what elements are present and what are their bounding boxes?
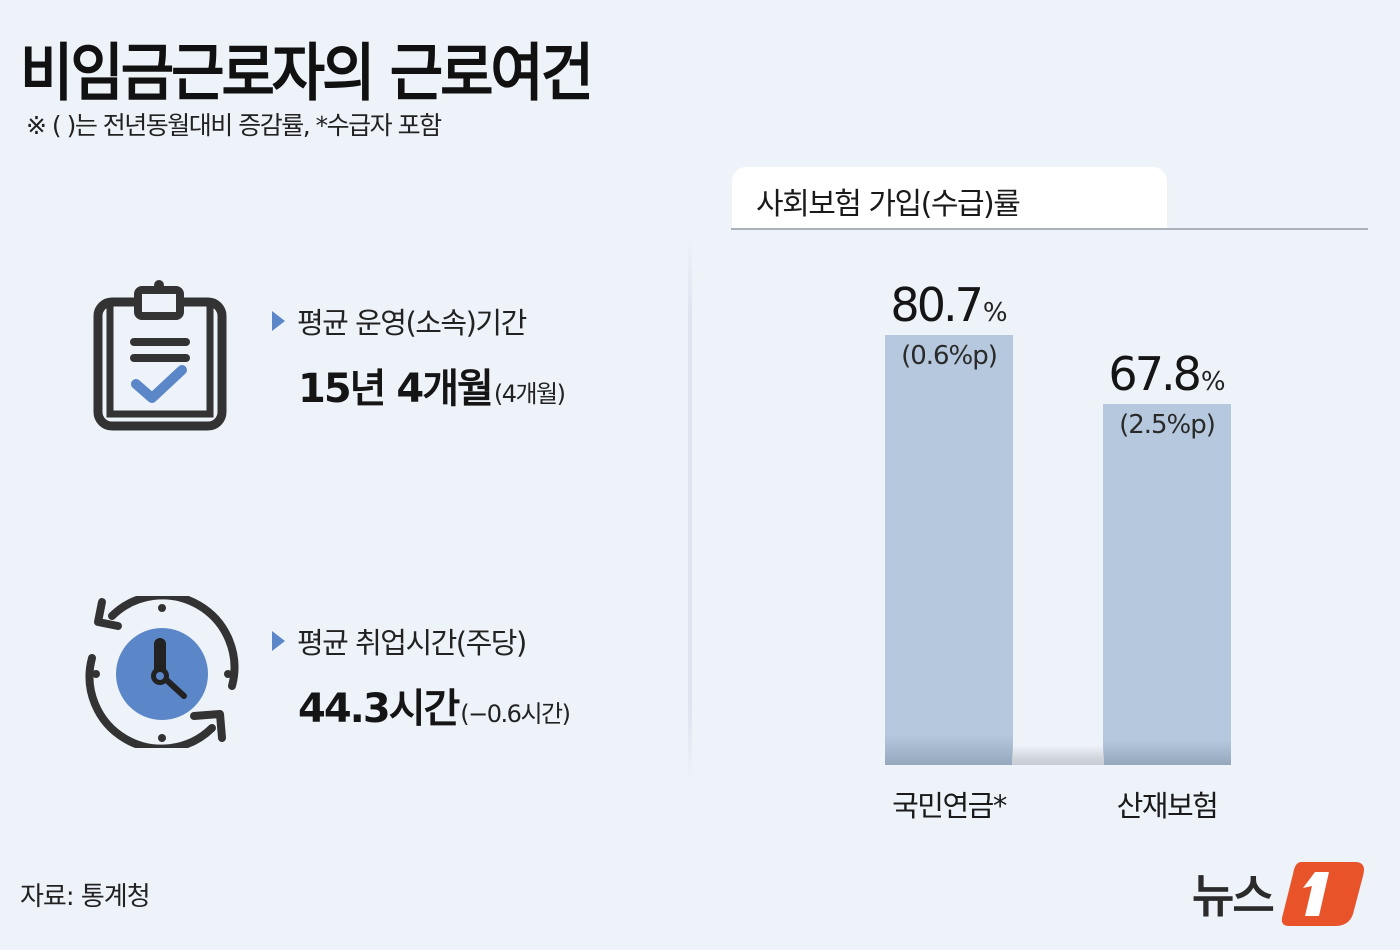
chart-title-underline bbox=[731, 228, 1368, 230]
bar-value-label: 67.8 % bbox=[1108, 347, 1226, 401]
clock-cycle-icon bbox=[85, 596, 239, 748]
section-divider bbox=[688, 235, 692, 785]
clipboard-check-icon bbox=[93, 280, 227, 431]
source-note: 자료: 통계청 bbox=[20, 882, 151, 912]
stat-working-hours: 평균 취업시간(주당) 44.3시간 (−0.6시간) bbox=[0, 590, 660, 770]
stat-value-change: (4개월) bbox=[493, 380, 566, 408]
stat-value: 15년 4개월 (4개월) bbox=[298, 356, 566, 414]
chart-title-tab: 사회보험 가입(수급)률 bbox=[732, 167, 1167, 229]
chart-baseline-shadow bbox=[1012, 745, 1104, 765]
category-label: 산재보험 bbox=[1116, 789, 1219, 823]
bar-national-pension: (0.6%p) bbox=[885, 335, 1013, 765]
bar-change-label: (2.5%p) bbox=[1119, 410, 1216, 440]
bullet-triangle-icon bbox=[272, 311, 285, 331]
stat-value-change: (−0.6시간) bbox=[460, 700, 571, 728]
stat-operating-period: 평균 운영(소속)기간 15년 4개월 (4개월) bbox=[0, 270, 660, 450]
subtitle-note: ※ ( )는 전년동월대비 증감률, *수급자 포함 bbox=[26, 111, 442, 140]
news1-logo: 뉴스 bbox=[1192, 858, 1365, 928]
stat-value: 44.3시간 (−0.6시간) bbox=[298, 676, 571, 734]
bar-industrial-accident-insurance: (2.5%p) bbox=[1103, 404, 1231, 765]
bar-change-label: (0.6%p) bbox=[901, 341, 998, 371]
logo-text: 뉴스 bbox=[1192, 869, 1275, 923]
chart-title: 사회보험 가입(수급)률 bbox=[756, 187, 1021, 222]
page-title: 비임금근로자의 근로여건 bbox=[20, 36, 594, 110]
stat-value-main: 44.3시간 bbox=[298, 686, 460, 732]
stat-value-main: 15년 4개월 bbox=[298, 366, 494, 412]
news1-mark-icon bbox=[1281, 862, 1364, 926]
stat-label: 평균 취업시간(주당) bbox=[272, 620, 527, 662]
bullet-triangle-icon bbox=[272, 631, 285, 651]
category-label: 국민연금* bbox=[892, 789, 1007, 823]
stat-label: 평균 운영(소속)기간 bbox=[272, 300, 527, 342]
bar-value-label: 80.7 % bbox=[890, 278, 1008, 332]
